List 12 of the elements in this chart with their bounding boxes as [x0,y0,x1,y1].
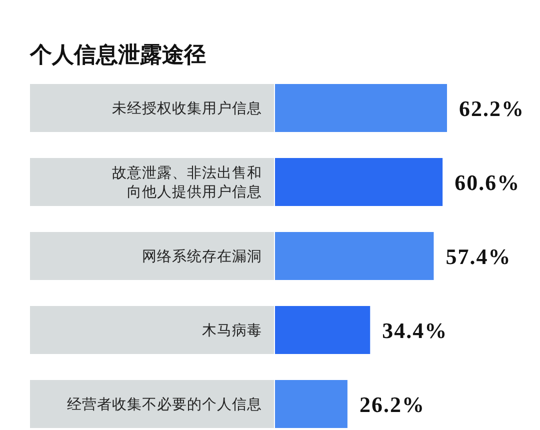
category-label: 未经授权收集用户信息 [112,101,262,117]
category-label: 向他人提供用户信息 [127,184,262,200]
value-label: 26.2% [359,392,425,417]
category-label: 故意泄露、非法出售和 [112,166,262,182]
category-label: 网络系统存在漏洞 [142,249,262,265]
title: 个人信息泄露途径 [30,42,206,68]
value-label: 62.2% [459,96,524,121]
category-label: 经营者收集不必要的个人信息 [67,397,262,413]
value-label: 60.6% [454,170,520,195]
value-label: 34.4% [382,318,448,343]
value-label: 57.4% [446,244,512,269]
category-label: 木马病毒 [202,323,262,339]
